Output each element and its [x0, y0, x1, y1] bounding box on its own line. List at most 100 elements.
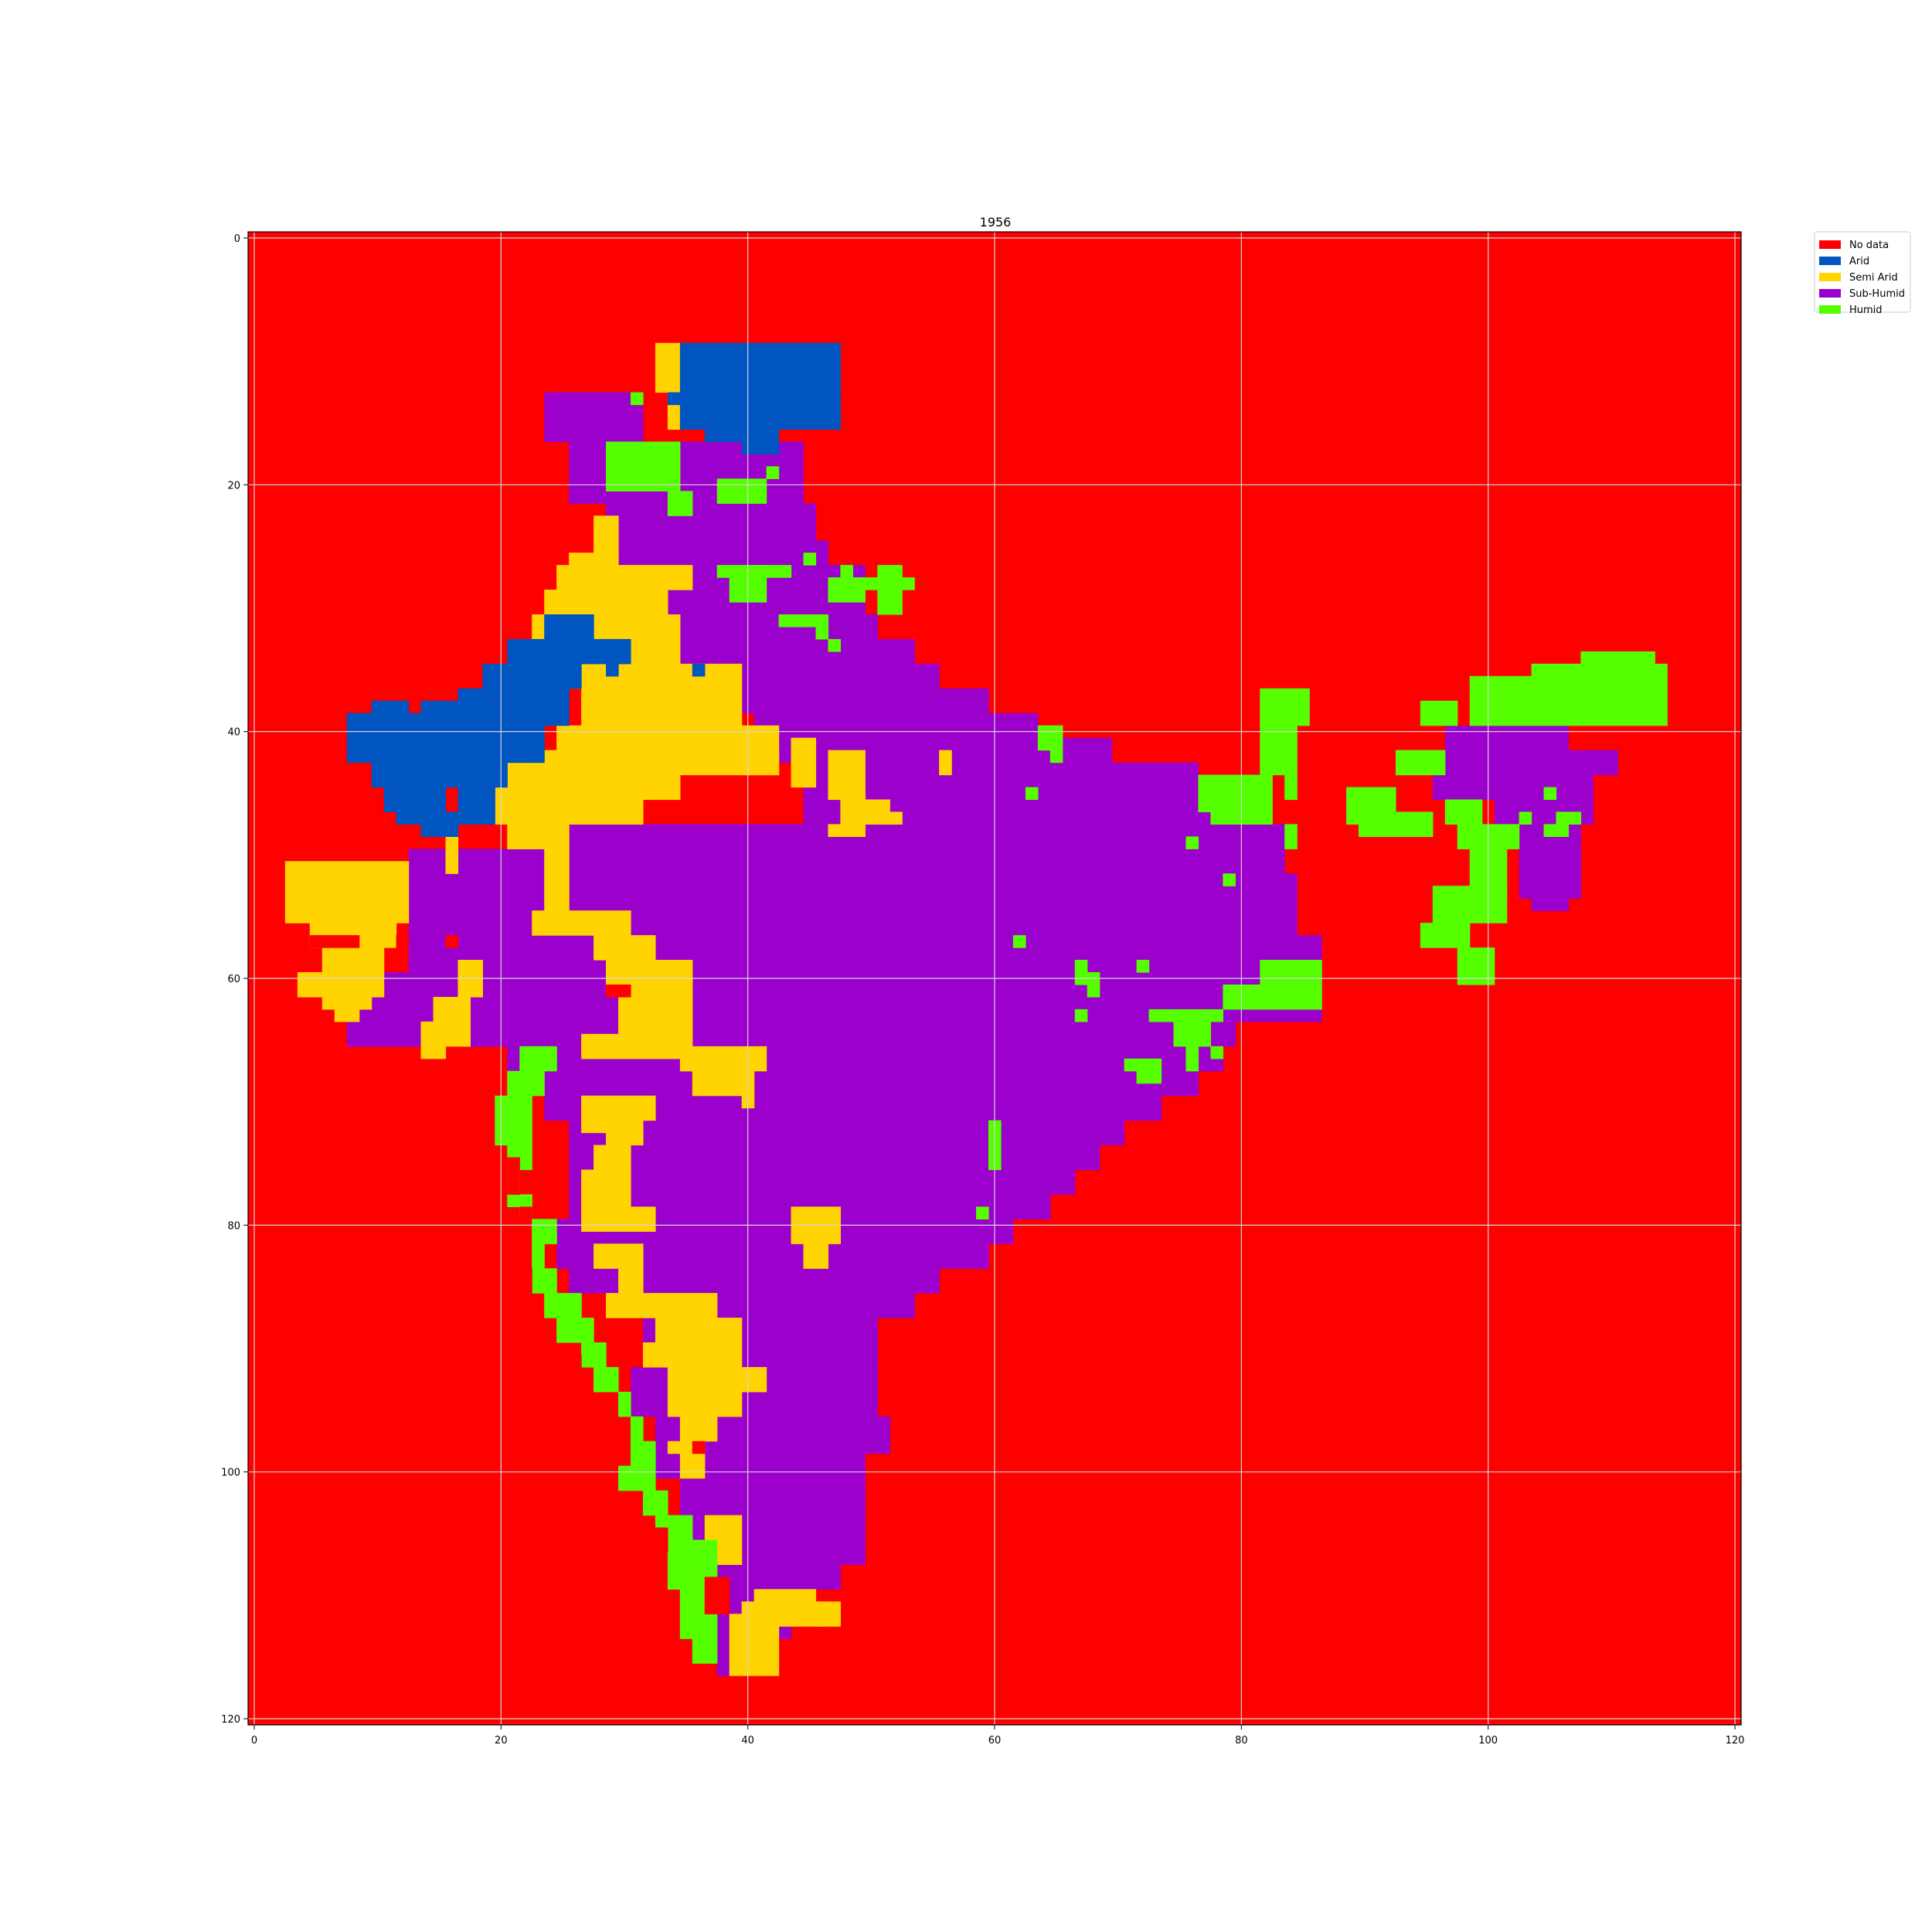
- map-cell-block: [445, 935, 459, 948]
- map-cell-block: [581, 688, 743, 726]
- map-cell-block: [630, 1416, 644, 1442]
- map-cell-block: [753, 713, 1039, 739]
- map-cell-block: [803, 553, 817, 566]
- map-cell-block: [569, 824, 1298, 849]
- legend-label: No data: [1849, 240, 1889, 251]
- map-cell-block: [679, 1416, 718, 1442]
- map-cell-block: [618, 1391, 631, 1417]
- map-cell-block: [828, 638, 842, 652]
- map-cell-block: [1457, 947, 1495, 985]
- map-cell-block: [1223, 873, 1236, 886]
- map-cell-block: [630, 392, 644, 406]
- map-cell-block: [1432, 886, 1508, 923]
- map-cell-block: [1469, 675, 1668, 726]
- y-tick-label: 100: [221, 1468, 240, 1479]
- map-cell-block: [1185, 836, 1199, 849]
- map-cell-block: [532, 910, 582, 936]
- y-tick-label: 40: [227, 727, 240, 739]
- map-cell-block: [420, 811, 459, 837]
- map-cell-block: [692, 1070, 743, 1097]
- map-cell-block: [1556, 811, 1582, 825]
- map-cell-block: [692, 663, 706, 677]
- map-cell-block: [679, 1614, 718, 1639]
- map-cell-block: [606, 984, 631, 998]
- map-cell-block: [618, 1465, 656, 1492]
- map-cell-block: [692, 1440, 706, 1454]
- map-cell-block: [1531, 663, 1668, 677]
- map-cell-block: [1087, 972, 1100, 998]
- map-cell-block: [642, 1527, 668, 1553]
- map-cell-block: [655, 1318, 743, 1343]
- map-cell-block: [1124, 1058, 1162, 1072]
- map-cell-block: [667, 491, 693, 516]
- map-cell-block: [741, 750, 780, 776]
- map-cell-block: [1025, 787, 1039, 801]
- map-cell-block: [679, 638, 915, 665]
- map-cell-block: [716, 565, 730, 578]
- map-cell-block: [679, 1453, 706, 1479]
- x-tick-label: 60: [988, 1735, 1002, 1747]
- map-cell-block: [1210, 1046, 1223, 1060]
- map-cell-block: [679, 1478, 866, 1516]
- map-cell-block: [1074, 960, 1088, 985]
- map-cell-block: [1420, 700, 1458, 726]
- map-cell-block: [667, 614, 878, 640]
- x-axis: 0 20 40 60 80 100 120: [251, 1725, 1744, 1747]
- map-cell-block: [594, 935, 656, 961]
- map-cell-block: [753, 565, 792, 578]
- legend-label: Sub-Humid: [1849, 288, 1905, 300]
- legend-swatch: [1819, 257, 1841, 265]
- map-cell-block: [581, 910, 631, 936]
- x-tick-label: 80: [1235, 1735, 1248, 1747]
- map-cell-block: [321, 996, 372, 1010]
- map-cell-block: [1136, 960, 1150, 973]
- map-cell-block: [495, 774, 681, 801]
- map-cell-block: [1531, 898, 1570, 911]
- map-cell-block: [1136, 1070, 1162, 1084]
- map-cell-block: [1543, 787, 1557, 801]
- map-cell-block: [581, 1169, 631, 1232]
- map-cell-block: [1185, 1046, 1199, 1072]
- map-cell-block: [495, 1095, 532, 1146]
- map-cell-block: [692, 1638, 718, 1664]
- map-cell-block: [544, 849, 570, 911]
- map-cell-block: [408, 935, 1322, 973]
- map-cell-block: [606, 651, 619, 677]
- map-cell-block: [556, 1318, 594, 1343]
- map-cell-block: [1432, 774, 1594, 801]
- map-cell-block: [976, 1206, 989, 1219]
- map-cell-block: [581, 1120, 607, 1134]
- map-cell-block: [507, 638, 594, 665]
- map-cell-block: [1074, 1009, 1088, 1022]
- map-cell-block: [679, 1046, 767, 1072]
- class-0-region: [309, 935, 730, 1614]
- map-cell-block: [420, 700, 459, 714]
- map-cell-block: [606, 960, 693, 985]
- map-cell-block: [606, 441, 681, 492]
- map-cell-block: [321, 947, 385, 973]
- map-cell-block: [408, 849, 1285, 874]
- map-cell-block: [679, 1589, 706, 1614]
- map-cell-block: [877, 811, 903, 825]
- map-cell-block: [1260, 725, 1298, 776]
- map-cell-block: [544, 590, 668, 615]
- y-tick-label: 20: [227, 480, 240, 492]
- map-cell-block: [544, 392, 644, 443]
- map-cell-block: [1037, 725, 1063, 751]
- map-cell-block: [667, 1391, 743, 1417]
- x-tick-label: 100: [1478, 1735, 1498, 1747]
- map-cell-block: [445, 836, 459, 874]
- map-cell-block: [507, 1157, 520, 1196]
- legend-swatch: [1819, 240, 1841, 249]
- y-tick-label: 120: [221, 1714, 240, 1726]
- legend-swatch: [1819, 289, 1841, 298]
- y-axis: 0 20 40 60 80 100 120: [221, 233, 248, 1726]
- map-cell-block: [679, 342, 842, 430]
- map-cell-block: [642, 1490, 668, 1516]
- map-cell-block: [1444, 725, 1570, 751]
- map-cell-block: [569, 663, 743, 689]
- map-cell-block: [569, 1145, 1100, 1171]
- map-cell-block: [791, 737, 817, 788]
- map-cell-block: [828, 824, 866, 837]
